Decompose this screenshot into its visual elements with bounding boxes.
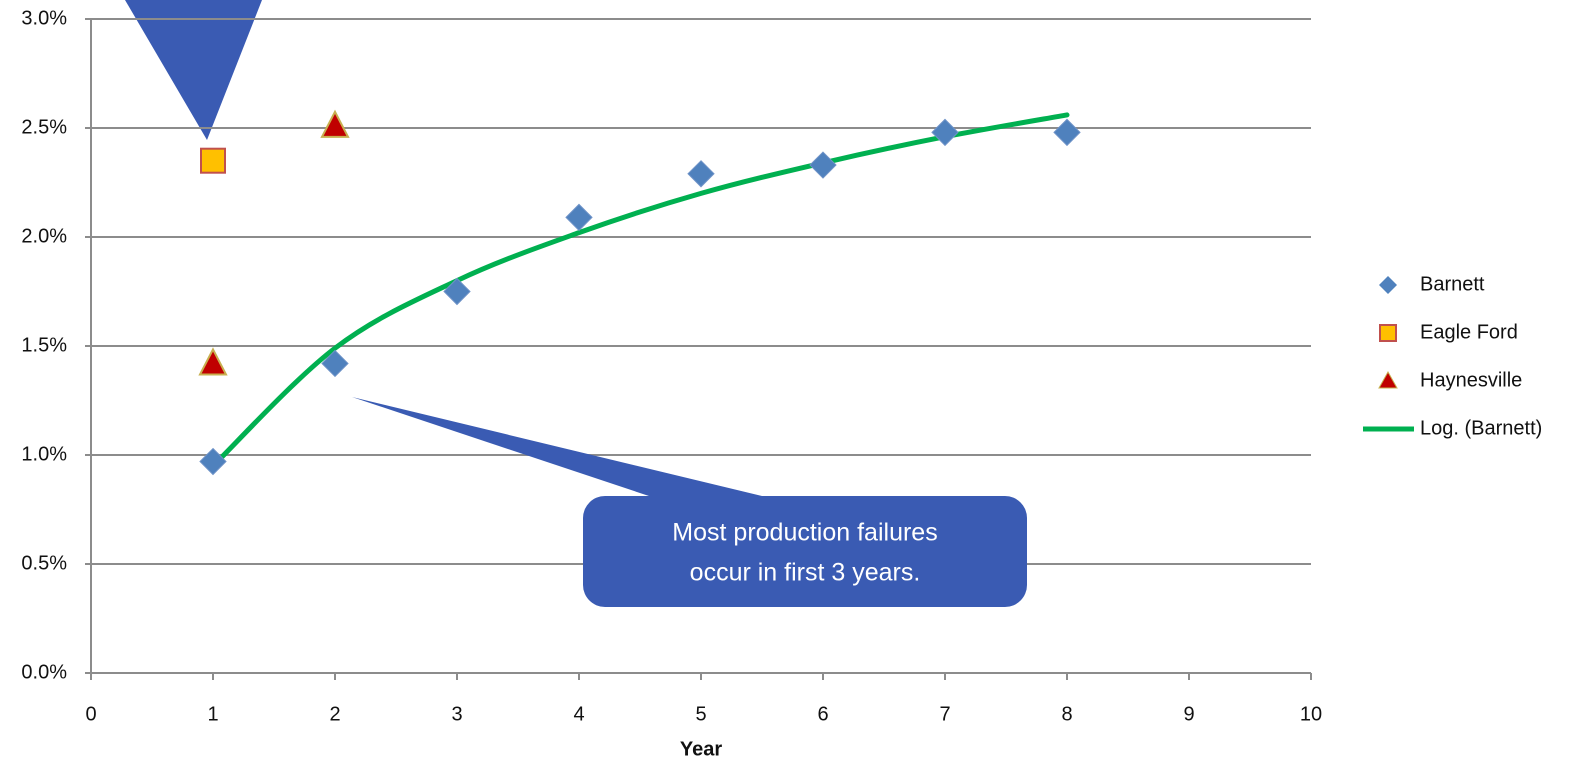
callout-box bbox=[583, 496, 1027, 607]
diamond-marker bbox=[1053, 118, 1081, 147]
legend-marker bbox=[1379, 276, 1397, 294]
x-tick-label: 2 bbox=[329, 703, 340, 725]
y-tick-label: 0.0% bbox=[21, 661, 67, 683]
diamond-marker bbox=[565, 203, 593, 232]
callout-text: Most production failures bbox=[672, 519, 937, 547]
callout-pointer-top bbox=[125, 0, 262, 140]
legend-marker bbox=[1378, 370, 1398, 389]
x-tick-label: 5 bbox=[695, 703, 706, 725]
y-tick-label: 0.5% bbox=[21, 552, 67, 574]
x-tick-label: 6 bbox=[817, 703, 828, 725]
square-marker bbox=[200, 147, 226, 174]
y-tick-label: 1.0% bbox=[21, 443, 67, 465]
callout-text: occur in first 3 years. bbox=[690, 559, 921, 587]
trend-line bbox=[210, 112, 1070, 469]
x-tick-label: 0 bbox=[85, 703, 96, 725]
diamond-marker bbox=[931, 118, 959, 147]
triangle-marker bbox=[320, 109, 350, 138]
diamond-marker bbox=[687, 160, 715, 188]
x-tick-label: 8 bbox=[1061, 703, 1072, 725]
diamond-marker bbox=[199, 447, 227, 476]
y-tick-label: 3.0% bbox=[21, 7, 67, 29]
x-tick-label: 9 bbox=[1183, 703, 1194, 725]
legend-label: Barnett bbox=[1420, 273, 1485, 295]
x-tick-label: 10 bbox=[1300, 703, 1322, 725]
diamond-marker bbox=[443, 277, 471, 306]
x-tick-label: 1 bbox=[207, 703, 218, 725]
legend-label: Log. (Barnett) bbox=[1420, 417, 1542, 439]
legend-label: Eagle Ford bbox=[1420, 321, 1518, 343]
triangle-marker bbox=[198, 347, 228, 376]
diamond-marker bbox=[321, 349, 349, 378]
diamond-marker bbox=[809, 151, 837, 179]
x-tick-label: 3 bbox=[451, 703, 462, 725]
y-tick-label: 1.5% bbox=[21, 334, 67, 356]
y-tick-label: 2.5% bbox=[21, 116, 67, 138]
legend-label: Haynesville bbox=[1420, 369, 1522, 391]
x-tick-label: 4 bbox=[573, 703, 584, 725]
callout-pointer bbox=[352, 397, 770, 498]
legend-marker bbox=[1379, 324, 1397, 342]
x-tick-label: 7 bbox=[939, 703, 950, 725]
y-tick-label: 2.0% bbox=[21, 225, 67, 247]
x-axis-label: Year bbox=[680, 738, 722, 760]
